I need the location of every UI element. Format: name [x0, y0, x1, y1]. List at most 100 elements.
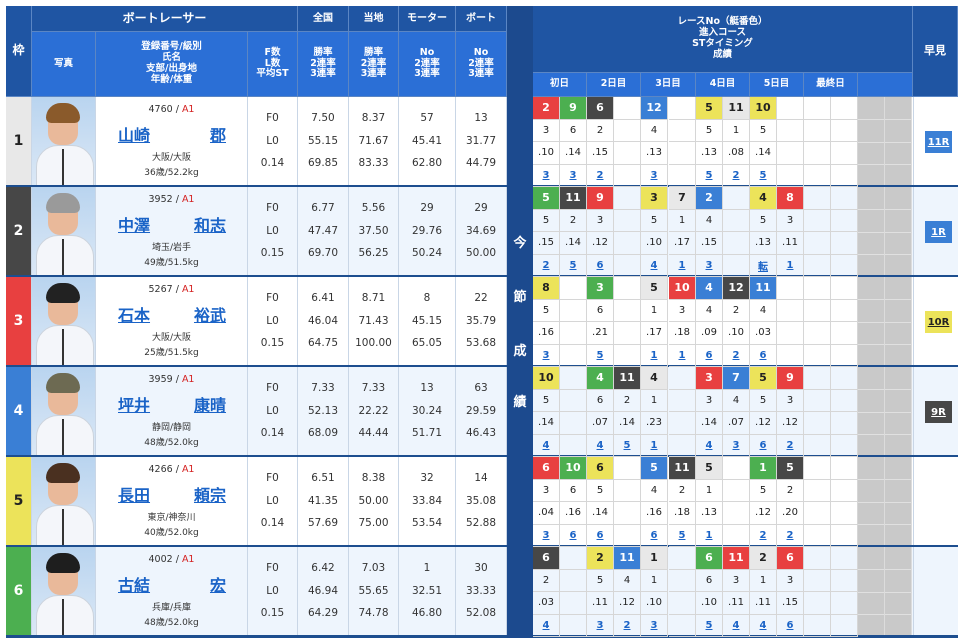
- racer-name-link[interactable]: 中澤 和志: [118, 212, 226, 236]
- header-zenkoku: 全国: [298, 6, 349, 32]
- empty-cell: [723, 457, 750, 480]
- racer-name-link[interactable]: 古結 宏: [118, 572, 226, 596]
- empty-cell: [831, 119, 858, 142]
- entry-course: 2: [587, 119, 614, 142]
- finish-result-link[interactable]: 2: [750, 524, 777, 547]
- empty-cell: [560, 614, 587, 637]
- stat-value: 55.65: [358, 585, 389, 597]
- header-sub-line: 3連率: [310, 68, 336, 80]
- finish-result-link[interactable]: 6: [750, 434, 777, 457]
- hayami-race-button[interactable]: 9R: [925, 401, 952, 423]
- waku-number: 5: [6, 457, 32, 545]
- racer-name-link[interactable]: 長田 頼宗: [118, 482, 226, 506]
- finish-result-link[interactable]: 2: [777, 524, 804, 547]
- racer-name-link[interactable]: 坪井 康晴: [118, 392, 226, 416]
- age-weight: 36歳/52.2kg: [144, 168, 199, 178]
- st-timing: .10: [641, 232, 668, 255]
- racer-class: A1: [181, 374, 195, 385]
- finish-result-link[interactable]: 5: [696, 164, 723, 187]
- entry-course: 1: [750, 569, 777, 592]
- finish-result-link[interactable]: 5: [750, 164, 777, 187]
- unused-column: [885, 97, 912, 185]
- header-info-line: 登録番号/級別: [141, 41, 202, 53]
- finish-result-link[interactable]: 1: [641, 434, 668, 457]
- hayami-cell: 1R: [913, 187, 958, 275]
- empty-cell: [804, 299, 831, 322]
- finish-result-link[interactable]: 3: [641, 164, 668, 187]
- finish-result-link[interactable]: 6: [696, 344, 723, 367]
- racer-name-link[interactable]: 石本 裕武: [118, 302, 226, 326]
- stat-value: 6.77: [311, 202, 335, 214]
- stat-value: 8: [423, 292, 431, 304]
- finish-result-link[interactable]: 5: [696, 614, 723, 637]
- finish-result-link[interactable]: 5: [614, 434, 641, 457]
- header-fl-line: 平均ST: [256, 68, 289, 80]
- entry-course: 6: [560, 119, 587, 142]
- stat-touchi: 7.33 22.22 44.44: [349, 367, 399, 455]
- finish-result-link[interactable]: 6: [587, 254, 614, 277]
- finish-result-link[interactable]: 1: [669, 254, 696, 277]
- finish-result-link[interactable]: 3: [533, 164, 560, 187]
- finish-result-link[interactable]: 4: [533, 434, 560, 457]
- empty-cell: [831, 547, 858, 570]
- entry-course: 2: [533, 569, 560, 592]
- finish-result-link[interactable]: 1: [777, 254, 804, 277]
- entry-course: 3: [723, 569, 750, 592]
- stat-boat: 30 33.33 52.08: [456, 547, 507, 635]
- stat-value: 32.51: [411, 585, 443, 597]
- stat-motor: 1 32.51 46.80: [399, 547, 456, 635]
- finish-result-link[interactable]: 2: [614, 614, 641, 637]
- finish-result-link[interactable]: 5: [669, 524, 696, 547]
- stat-value: 52.08: [465, 607, 497, 619]
- finish-result-link[interactable]: 2: [587, 164, 614, 187]
- finish-result-link[interactable]: 1: [696, 524, 723, 547]
- finish-result-link[interactable]: 3: [641, 614, 668, 637]
- finish-result-link[interactable]: 3: [533, 344, 560, 367]
- finish-result-link[interactable]: 4: [533, 614, 560, 637]
- finish-result-link[interactable]: 4: [641, 254, 668, 277]
- finish-result-link[interactable]: 6: [641, 524, 668, 547]
- header-sub-line: No: [473, 46, 489, 58]
- finish-result-link[interactable]: 1: [669, 344, 696, 367]
- finish-result-link[interactable]: 3: [533, 524, 560, 547]
- hayami-race-button[interactable]: 10R: [925, 311, 952, 333]
- stat-fl: F0 L0 0.14: [248, 97, 298, 185]
- finish-result-link[interactable]: 6: [777, 614, 804, 637]
- race-number: 4: [750, 187, 777, 210]
- finish-result-link[interactable]: 4: [723, 614, 750, 637]
- empty-cell: [614, 232, 641, 255]
- finish-result-link[interactable]: 4: [696, 434, 723, 457]
- registration-class: 3952 / A1: [148, 194, 195, 205]
- finish-result-link[interactable]: 3: [696, 254, 723, 277]
- header-fl: F数 L数 平均ST: [248, 32, 298, 97]
- hayami-cell: 9R: [913, 367, 958, 455]
- entry-course: 5: [750, 209, 777, 232]
- finish-result-link[interactable]: 6: [560, 524, 587, 547]
- stat-touchi: 8.37 71.67 83.33: [349, 97, 399, 185]
- race-number: 11: [560, 187, 587, 210]
- st-timing: .12: [614, 592, 641, 615]
- st-timing: .03: [750, 322, 777, 345]
- finish-result-link[interactable]: 3: [587, 614, 614, 637]
- finish-result-link[interactable]: 2: [533, 254, 560, 277]
- finish-result-link[interactable]: 2: [723, 344, 750, 367]
- finish-result-link[interactable]: 5: [587, 344, 614, 367]
- finish-result-link[interactable]: 6: [750, 344, 777, 367]
- finish-result-link[interactable]: 3: [723, 434, 750, 457]
- finish-result-link[interactable]: 5: [560, 254, 587, 277]
- finish-result-link[interactable]: 転: [750, 254, 777, 277]
- entry-course: 1: [641, 569, 668, 592]
- empty-cell: [669, 119, 696, 142]
- entry-course: 5: [533, 389, 560, 412]
- finish-result-link[interactable]: 4: [587, 434, 614, 457]
- header-day-5: 5日目: [750, 73, 804, 97]
- finish-result-link[interactable]: 1: [641, 344, 668, 367]
- racer-name-link[interactable]: 山崎 郡: [118, 122, 226, 146]
- hayami-race-button[interactable]: 1R: [925, 221, 952, 243]
- hayami-race-button[interactable]: 11R: [925, 131, 952, 153]
- finish-result-link[interactable]: 3: [560, 164, 587, 187]
- finish-result-link[interactable]: 6: [587, 524, 614, 547]
- finish-result-link[interactable]: 4: [750, 614, 777, 637]
- finish-result-link[interactable]: 2: [723, 164, 750, 187]
- finish-result-link[interactable]: 2: [777, 434, 804, 457]
